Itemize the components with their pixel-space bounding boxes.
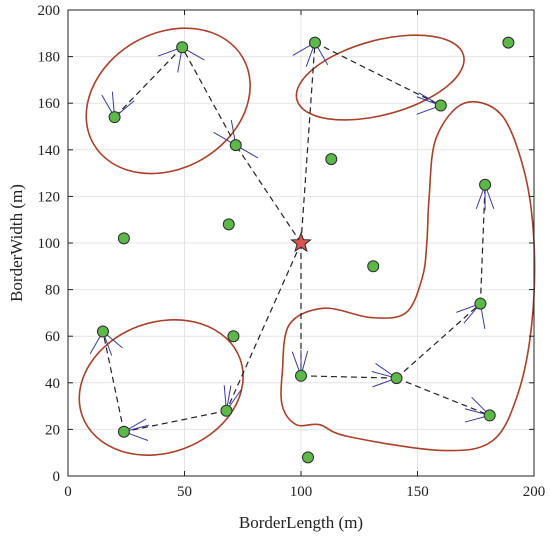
cluster-outlines [78, 27, 536, 456]
sensor-node [479, 178, 492, 191]
y-axis-label: BorderWidth (m) [7, 184, 26, 302]
sensor-node [96, 325, 109, 338]
routing-link [300, 375, 397, 379]
y-tick-label: 40 [45, 376, 60, 392]
sensor-node [474, 297, 487, 310]
sensor-node [301, 451, 314, 464]
direction-arrows [89, 42, 495, 441]
sensor-node [229, 139, 242, 152]
routing-link [235, 144, 302, 244]
x-tick-label: 150 [406, 484, 429, 500]
sensor-node [222, 218, 235, 231]
y-tick-label: 200 [38, 3, 61, 19]
cluster-outline [85, 27, 251, 175]
y-tick-label: 20 [45, 422, 60, 438]
sensor-node [367, 260, 380, 273]
y-tick-label: 80 [45, 283, 60, 299]
y-tick-label: 60 [45, 329, 60, 345]
y-tick-label: 0 [53, 469, 61, 485]
sensor-node [220, 404, 233, 417]
routing-link [123, 410, 227, 433]
cluster-outline [78, 318, 244, 456]
x-axis-label: BorderLength (m) [239, 513, 363, 532]
sensor-node [227, 330, 240, 343]
y-tick-label: 140 [38, 143, 61, 159]
x-tick-label: 200 [523, 484, 546, 500]
routing-link [479, 184, 486, 304]
y-ticks: 0 20 40 60 80 100 120 140 160 180 200 [38, 3, 534, 485]
sensor-nodes [96, 36, 515, 464]
sink-node [290, 231, 312, 253]
y-tick-label: 160 [38, 96, 61, 112]
y-tick-label: 100 [38, 236, 61, 252]
sensor-node [108, 111, 121, 124]
sensor-node [117, 425, 130, 438]
x-tick-label: 100 [290, 484, 313, 500]
y-tick-label: 180 [38, 50, 61, 66]
sensor-node [176, 41, 189, 54]
cluster-outline [280, 100, 536, 452]
y-tick-label: 120 [38, 189, 61, 205]
routing-link [181, 46, 237, 146]
sensor-node [502, 36, 515, 49]
routing-link [314, 42, 442, 107]
routing-link [102, 331, 125, 432]
routing-link [396, 303, 481, 379]
routing-link [300, 42, 316, 244]
cluster-outline [295, 34, 465, 121]
routing-link [114, 46, 183, 118]
sensor-node [390, 372, 403, 385]
routing-link [396, 377, 490, 416]
sensor-node [434, 99, 447, 112]
sensor-node [325, 153, 338, 166]
sensor-node [295, 369, 307, 382]
x-tick-label: 50 [177, 484, 192, 500]
sensor-node [483, 409, 496, 422]
sensor-node [308, 36, 321, 49]
sensor-node [117, 232, 130, 245]
routing-link [225, 242, 302, 412]
x-tick-label: 0 [64, 484, 72, 500]
x-ticks: 0 50 100 150 200 [64, 10, 545, 500]
sink-star-marker [290, 231, 312, 253]
